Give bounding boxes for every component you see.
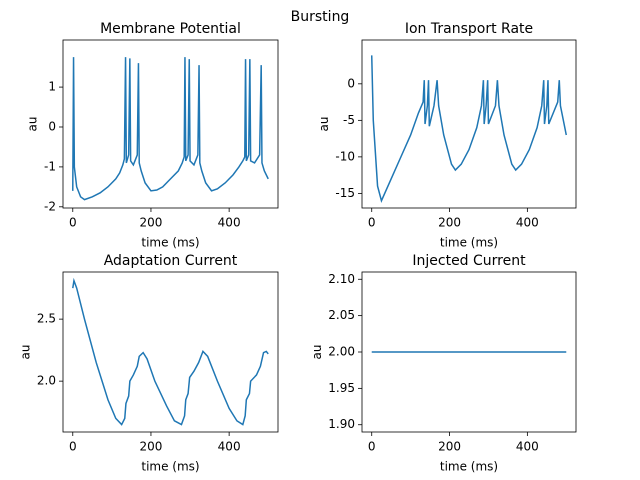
y-axis-label: au xyxy=(310,345,324,360)
x-tick-label: 0 xyxy=(368,216,376,230)
subplot: 0 200 400 -15 -10 -5 0 Ion Transport Rate time (… xyxy=(317,21,577,250)
x-tick-label: 0 xyxy=(368,440,376,454)
x-tick-label: 200 xyxy=(140,216,163,230)
subplot: 0 200 400 1.90 1.95 2.00 2.05 2.10 Injected Curr… xyxy=(310,253,577,474)
subplot: 0 200 400 -2 -1 0 1 Membrane Potential time (ms)… xyxy=(26,21,279,250)
line xyxy=(370,55,568,203)
y-axis-label: au xyxy=(317,117,331,132)
x-tick-label: 200 xyxy=(438,216,461,230)
subplot-title: Adaptation Current xyxy=(104,253,238,269)
figure-title: Bursting xyxy=(291,9,350,25)
x-tick-label: 400 xyxy=(516,440,539,454)
x-axis-label: time (ms) xyxy=(141,460,199,474)
subplot-title: Ion Transport Rate xyxy=(405,21,533,37)
axes-frame xyxy=(62,39,279,209)
x-tick-label: 200 xyxy=(438,440,461,454)
x-tick-label: 0 xyxy=(69,216,77,230)
x-axis-label: time (ms) xyxy=(440,236,498,250)
y-axis-label: au xyxy=(18,345,32,360)
y-tick-label: 2.05 xyxy=(328,308,355,322)
y-tick-label: 1 xyxy=(48,80,56,94)
y-tick-label: 2.00 xyxy=(328,345,355,359)
y-tick-label: -5 xyxy=(343,113,355,127)
x-tick-label: 200 xyxy=(140,440,163,454)
x-tick-label: 0 xyxy=(69,440,77,454)
y-tick-label: -2 xyxy=(44,199,56,213)
y-tick-label: 2.10 xyxy=(328,272,355,286)
x-tick-label: 400 xyxy=(218,216,241,230)
y-tick-label: 1.95 xyxy=(328,381,355,395)
x-axis-label: time (ms) xyxy=(141,236,199,250)
line xyxy=(72,57,269,201)
x-tick-label: 400 xyxy=(218,440,241,454)
y-tick-label: 2.5 xyxy=(37,312,56,326)
y-tick-label: 1.90 xyxy=(328,417,355,431)
y-tick-label: 0 xyxy=(48,119,56,133)
subplot: 0 200 400 2.0 2.5 Adaptation Current time (ms)… xyxy=(18,253,279,474)
axes-frame xyxy=(62,271,279,433)
subplot-title: Injected Current xyxy=(412,253,526,269)
axes-frame xyxy=(361,39,577,209)
subplot-title: Membrane Potential xyxy=(100,21,241,37)
y-tick-label: 2.0 xyxy=(37,374,56,388)
y-axis-label: au xyxy=(26,117,40,132)
y-tick-label: 0 xyxy=(347,76,355,90)
y-tick-label: -1 xyxy=(44,159,56,173)
y-tick-label: -15 xyxy=(335,186,355,200)
y-tick-label: -10 xyxy=(335,149,355,163)
x-tick-label: 400 xyxy=(516,216,539,230)
line xyxy=(72,277,269,426)
x-axis-label: time (ms) xyxy=(440,460,498,474)
